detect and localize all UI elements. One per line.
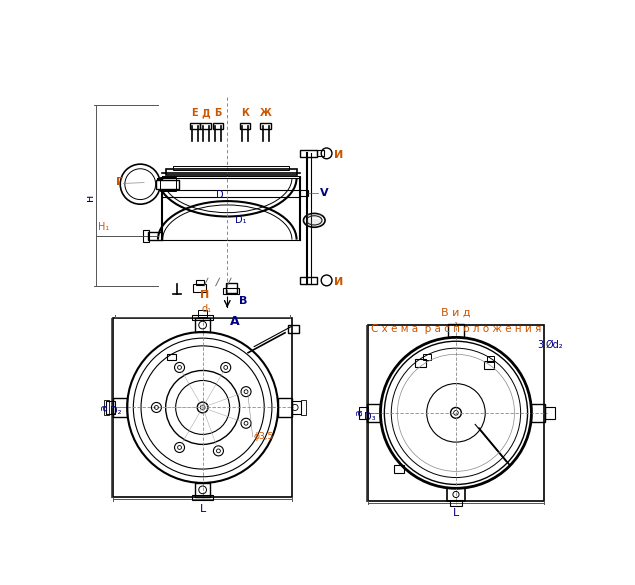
Text: D: D — [216, 190, 224, 200]
Bar — [278, 398, 292, 417]
Bar — [113, 318, 292, 497]
Bar — [423, 353, 431, 360]
Bar — [368, 325, 544, 501]
Text: Е: Е — [192, 108, 198, 118]
Bar — [166, 168, 297, 175]
Bar — [144, 229, 149, 242]
Bar — [113, 398, 127, 417]
Text: П: П — [199, 290, 209, 300]
Bar — [173, 166, 289, 170]
Text: d₁: d₁ — [201, 304, 211, 314]
Text: D₂: D₂ — [110, 407, 122, 417]
Bar — [448, 324, 464, 338]
Bar — [156, 180, 179, 189]
Bar — [148, 232, 162, 240]
Bar — [195, 483, 210, 497]
Text: L: L — [199, 504, 206, 514]
Bar — [415, 359, 426, 367]
Bar — [104, 400, 109, 415]
Bar — [545, 407, 554, 419]
Text: С х е м а  р а с п о л о ж е н и я: С х е м а р а с п о л о ж е н и я — [371, 324, 541, 334]
Bar — [200, 123, 211, 129]
Text: D₃: D₃ — [364, 412, 375, 422]
Text: L: L — [453, 508, 459, 518]
Bar — [105, 401, 115, 414]
Text: а: а — [354, 410, 364, 417]
Bar — [160, 177, 176, 191]
Bar — [292, 401, 301, 414]
Bar — [318, 150, 323, 156]
Bar — [192, 495, 213, 500]
Bar — [288, 325, 299, 333]
Text: 3: 3 — [538, 340, 544, 350]
Bar — [196, 280, 204, 285]
Text: A: A — [230, 315, 239, 328]
Text: Д: Д — [201, 108, 210, 118]
Bar — [301, 400, 306, 415]
Bar — [213, 123, 224, 129]
Text: н: н — [85, 194, 95, 201]
Text: Б: Б — [215, 108, 222, 118]
Text: В: В — [239, 296, 247, 306]
Text: V: V — [319, 188, 328, 198]
Bar — [224, 288, 239, 294]
Bar — [487, 356, 495, 362]
Bar — [167, 355, 177, 360]
Bar — [366, 404, 380, 422]
Bar — [300, 190, 308, 196]
Bar — [446, 488, 465, 501]
Bar — [394, 465, 404, 473]
Bar — [195, 318, 210, 332]
Bar — [260, 123, 271, 129]
Text: Г: Г — [116, 177, 123, 187]
Bar — [300, 150, 318, 157]
Text: D₁: D₁ — [235, 215, 246, 225]
Text: .: . — [454, 315, 458, 325]
Text: Ж: Ж — [260, 108, 272, 118]
Bar — [198, 311, 207, 316]
Bar — [531, 404, 545, 422]
Text: Н₁: Н₁ — [98, 222, 109, 232]
Bar — [192, 284, 206, 292]
Text: В и д: В и д — [441, 307, 471, 317]
Text: К: К — [241, 108, 249, 118]
Bar — [359, 407, 368, 419]
Text: И: И — [334, 277, 344, 287]
Text: Ød₂: Ød₂ — [545, 340, 563, 350]
Bar — [192, 315, 213, 319]
Bar — [239, 123, 250, 129]
Text: ϕ3,5: ϕ3,5 — [253, 432, 274, 441]
Bar — [484, 362, 495, 369]
Bar — [189, 123, 200, 129]
Text: И: И — [334, 150, 344, 160]
Bar — [450, 500, 462, 506]
Bar — [300, 277, 318, 284]
Text: а: а — [99, 404, 109, 411]
Bar — [225, 284, 236, 292]
